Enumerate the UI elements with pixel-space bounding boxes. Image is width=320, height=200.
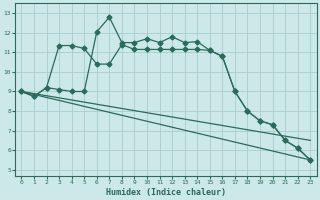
X-axis label: Humidex (Indice chaleur): Humidex (Indice chaleur) bbox=[106, 188, 226, 197]
